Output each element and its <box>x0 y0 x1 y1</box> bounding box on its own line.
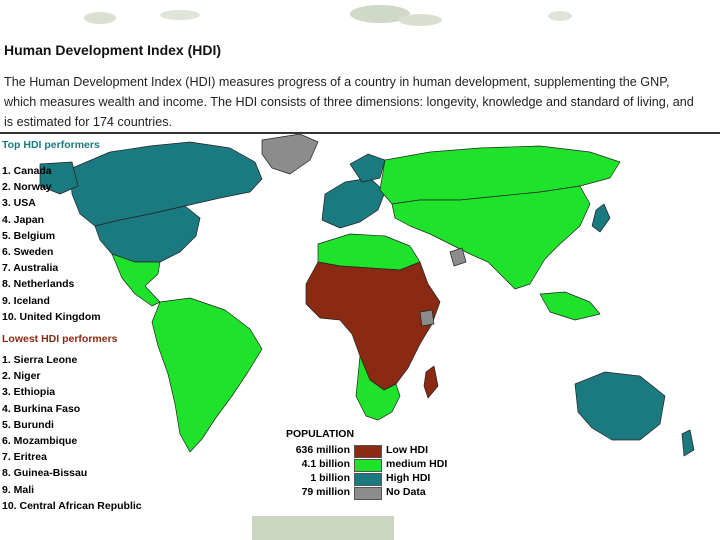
legend-population: 79 million <box>301 486 350 498</box>
decorative-top-band <box>0 0 720 28</box>
top-performer-item: 4. Japan <box>2 213 45 226</box>
legend-swatch <box>354 487 382 500</box>
region-europe <box>321 177 386 229</box>
legend-label: Low HDI <box>386 444 428 456</box>
region-asia <box>391 185 591 290</box>
region-africa-low <box>305 261 441 391</box>
lowest-performer-item: 10. Central African Republic <box>2 499 142 512</box>
lowest-performer-item: 4. Burkina Faso <box>2 402 81 415</box>
top-performer-item: 5. Belgium <box>2 229 56 242</box>
region-nz <box>681 429 695 457</box>
legend-label: No Data <box>386 486 426 498</box>
region-mexico <box>111 253 161 307</box>
region-australia <box>574 371 666 441</box>
region-nodata-asia <box>449 247 467 267</box>
page-title: Human Development Index (HDI) <box>4 42 222 58</box>
lowest-performer-item: 1. Sierra Leone <box>2 354 78 366</box>
legend-row: 636 million Low HDI <box>282 444 482 458</box>
top-performer-item: 3. USA <box>2 197 36 210</box>
lowest-performer-item: 9. Mali <box>2 483 35 496</box>
legend-population: 1 billion <box>310 472 350 484</box>
legend-population: 4.1 billion <box>301 458 350 470</box>
leaf-decoration <box>84 5 572 26</box>
region-scandinavia <box>349 153 386 183</box>
legend-label: medium HDI <box>386 458 448 470</box>
lowest-performer-item: 5. Burundi <box>2 418 54 431</box>
lowest-performers-list: 1. Sierra Leone 2. Niger 3. Ethiopia 4. Bur… <box>2 352 142 514</box>
top-performer-item: 7. Australia <box>2 262 59 275</box>
legend-row: 1 billion High HDI <box>282 472 482 486</box>
description-text: The Human Development Index (HDI) measur… <box>4 75 694 129</box>
top-performer-item: 10. United Kingdom <box>2 310 101 323</box>
region-madagascar <box>423 365 439 399</box>
decorative-footer-band <box>252 516 394 540</box>
top-performer-item: 1. Canada <box>2 165 52 177</box>
legend-population: 636 million <box>295 444 350 456</box>
lowest-performer-item: 6. Mozambique <box>2 434 78 447</box>
lowest-performer-item: 3. Ethiopia <box>2 386 56 399</box>
region-se-asia <box>539 291 601 321</box>
legend-row: 79 million No Data <box>282 486 482 500</box>
region-usa <box>94 205 201 263</box>
region-south-america <box>151 297 263 453</box>
region-alaska <box>39 161 79 195</box>
lowest-performer-item: 2. Niger <box>2 370 41 383</box>
region-japan <box>591 203 611 233</box>
top-performer-item: 6. Sweden <box>2 245 54 258</box>
region-greenland <box>261 134 319 175</box>
lowest-performers-heading: Lowest HDI performers <box>2 333 118 345</box>
top-performer-item: 9. Iceland <box>2 294 50 307</box>
legend-row: 4.1 billion medium HDI <box>282 458 482 472</box>
top-performer-item: 2. Norway <box>2 181 52 194</box>
top-performers-list: 1. Canada 2. Norway 3. USA 4. Japan 5. Belgi… <box>2 163 101 325</box>
region-southern-africa <box>355 355 401 421</box>
legend-swatch <box>354 445 382 458</box>
legend-label: High HDI <box>386 472 431 484</box>
region-nodata-africa <box>419 309 435 327</box>
region-canada <box>69 141 263 227</box>
legend-title: POPULATION <box>286 428 355 440</box>
top-performer-item: 8. Netherlands <box>2 278 75 291</box>
top-performers-heading: Top HDI performers <box>2 139 100 151</box>
world-map <box>0 134 720 514</box>
legend-swatch <box>354 473 382 486</box>
lowest-performer-item: 7. Eritrea <box>2 451 47 464</box>
lowest-performer-item: 8. Guinea-Bissau <box>2 467 88 480</box>
description-header: Human Development Index (HDI) The Human … <box>0 36 720 134</box>
legend-swatch <box>354 459 382 472</box>
